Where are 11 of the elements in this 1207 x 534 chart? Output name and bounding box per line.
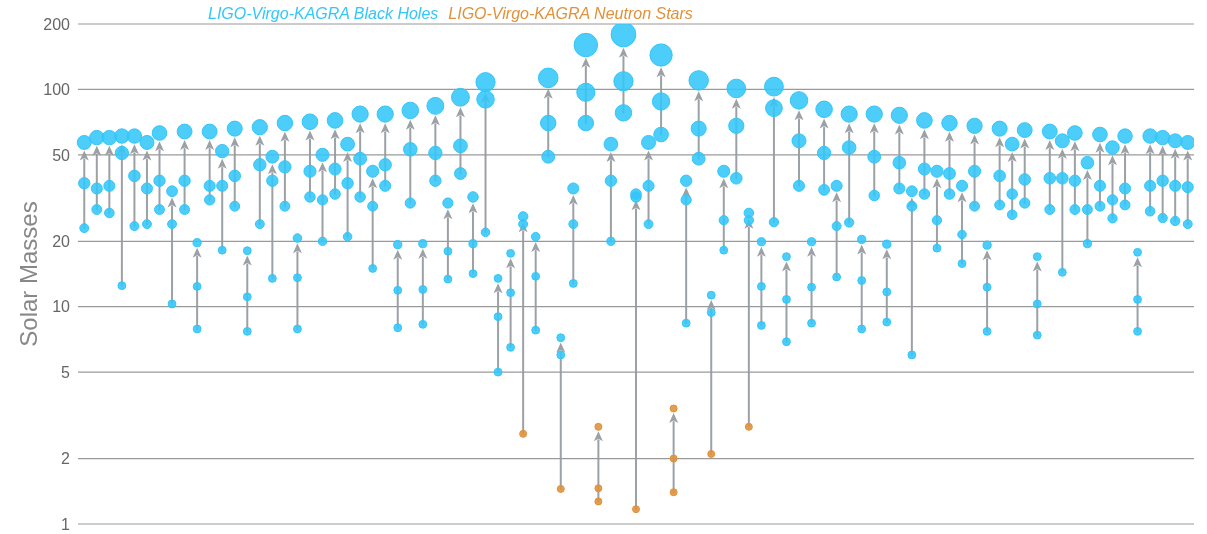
y-tick-label: 2 bbox=[61, 450, 71, 468]
y-tick-label: 20 bbox=[52, 232, 71, 250]
y-tick-label: 50 bbox=[52, 146, 71, 164]
y-tick-label: 100 bbox=[43, 81, 71, 99]
y-tick-label: 200 bbox=[43, 15, 71, 33]
y-tick-label: 10 bbox=[52, 298, 71, 316]
text: LIGO-Virgo-KAGRA Black Holes bbox=[208, 5, 439, 23]
y-axis-title: Solar Masses bbox=[14, 201, 42, 347]
y-tick-label: 5 bbox=[61, 363, 71, 381]
text: LIGO-Virgo-KAGRA Neutron Stars bbox=[448, 5, 693, 23]
y-tick-label: 1 bbox=[61, 515, 71, 533]
